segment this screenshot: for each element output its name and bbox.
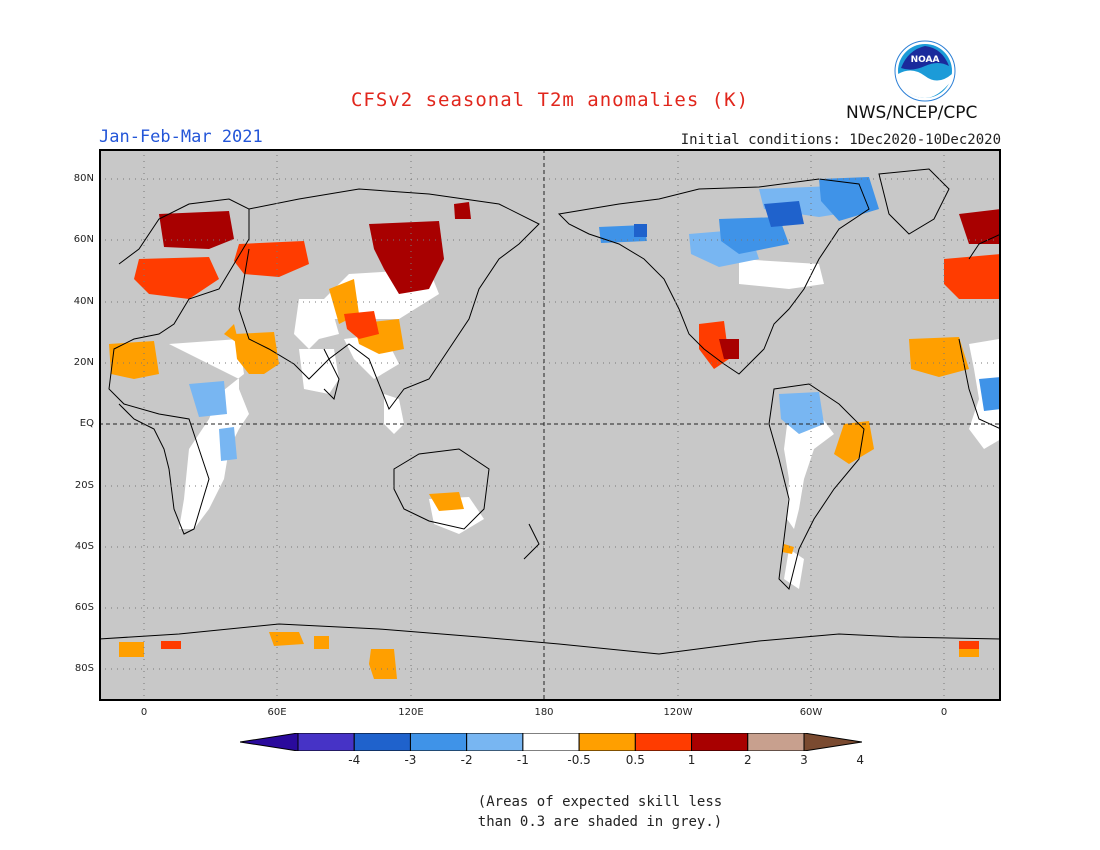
colorbar-box (691, 733, 749, 751)
colorbar-tick-label: 4 (856, 753, 865, 767)
near-normal-regions (169, 259, 1001, 589)
logo-text: NOAA (911, 55, 940, 65)
lat-label: EQ (79, 418, 94, 429)
colorbar-low-extension (240, 733, 299, 751)
colorbar-box (353, 733, 411, 751)
lat-label: 60N (73, 234, 94, 245)
noaa-logo: NOAA (894, 40, 956, 102)
skill-note-line1: (Areas of expected skill less (477, 794, 723, 810)
colorbar-tick-label: -2 (460, 753, 473, 767)
lon-label: 60W (799, 707, 823, 718)
lat-label: 60S (74, 602, 94, 613)
lat-label: 40S (74, 541, 94, 552)
colorbar-box (747, 733, 805, 751)
lon-label: 60E (267, 707, 287, 718)
colorbar-tick-label: 2 (743, 753, 752, 767)
colorbar-box (634, 733, 693, 751)
warm-anomaly-2 (134, 241, 1001, 649)
initial-conditions-label: Initial conditions: 1Dec2020-10Dec2020 (680, 132, 1001, 148)
colorbar-tick-label: -4 (348, 753, 361, 767)
colorbar-tick-label: -3 (404, 753, 417, 767)
lat-label: 80S (74, 663, 94, 674)
season-label: Jan-Feb-Mar 2021 (99, 127, 263, 147)
lon-label: 0 (940, 707, 948, 718)
colorbar-box (578, 733, 636, 751)
cool-anomaly-3 (634, 201, 804, 237)
graticule (99, 149, 1001, 701)
colorbar-tick-label: 3 (800, 753, 808, 767)
anomaly-map (99, 149, 1001, 701)
lon-label: 120E (398, 707, 424, 718)
colorbar-tick-label: -0.5 (567, 753, 591, 767)
colorbar-box (297, 733, 355, 751)
lon-label: 0 (140, 707, 148, 718)
skill-note-line2: than 0.3 are shaded in grey.) (477, 814, 723, 830)
warm-anomaly-1 (109, 279, 979, 679)
lon-label: 180 (534, 707, 554, 718)
map-frame (99, 149, 1001, 701)
lat-label: 20N (73, 357, 94, 368)
colorbar-box (409, 733, 468, 751)
coastlines (99, 168, 1001, 655)
agency-label: NWS/NCEP/CPC (846, 103, 978, 123)
lon-label: 120W (663, 707, 693, 718)
colorbar-box (522, 733, 580, 751)
lat-label: 40N (73, 296, 94, 307)
colorbar-tick-label: 1 (687, 753, 696, 767)
lat-label: 20S (74, 480, 94, 491)
colorbar (240, 733, 862, 751)
colorbar-tick-label: -1 (516, 753, 529, 767)
map-title: CFSv2 seasonal T2m anomalies (K) (350, 89, 750, 111)
colorbar-high-extension (803, 733, 862, 751)
colorbar-box (466, 733, 524, 751)
lat-label: 80N (73, 173, 94, 184)
skill-note: (Areas of expected skill less than 0.3 a… (430, 792, 770, 832)
colorbar-tick-label: 0.5 (625, 753, 645, 767)
